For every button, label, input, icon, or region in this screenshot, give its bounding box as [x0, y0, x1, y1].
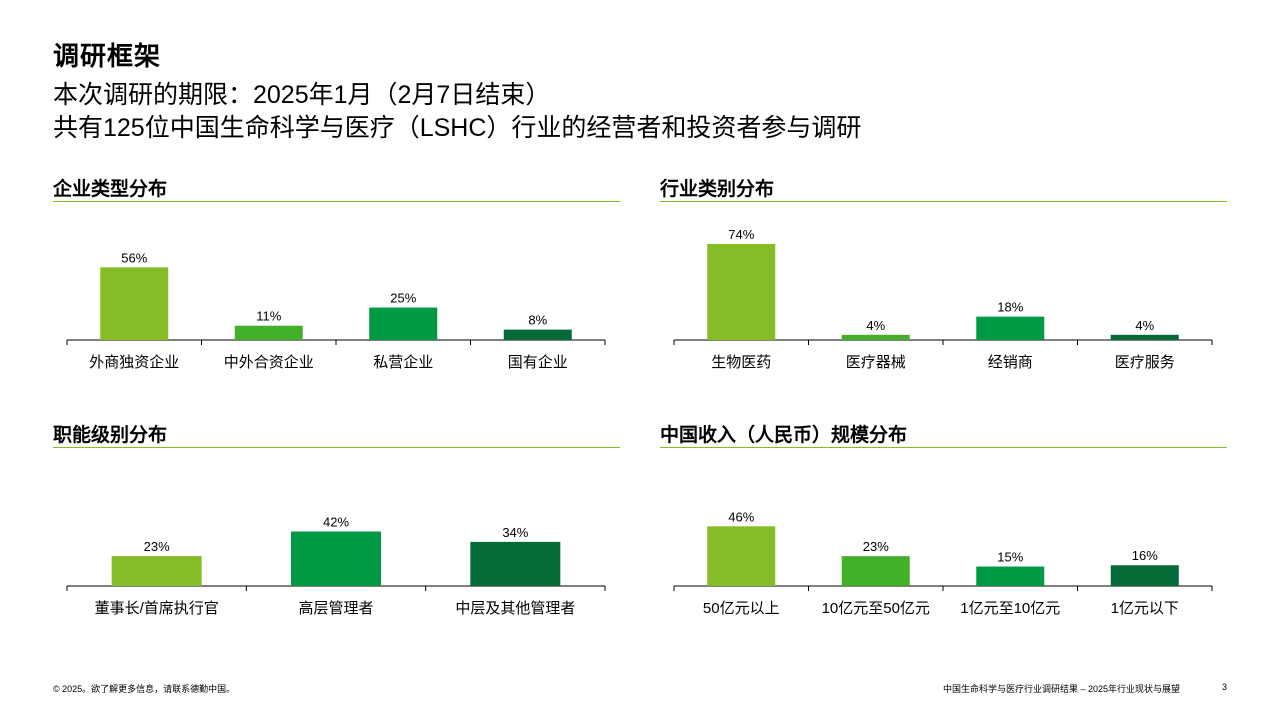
chart-panel-revenue: 中国收入（人民币）规模分布 46% 50亿元以上 23% 10亿元至50亿元 15% 1亿…: [660, 420, 1227, 630]
chart-title: 企业类型分布: [53, 179, 168, 200]
category-label-2: 中层及其他管理者: [455, 600, 575, 617]
data-label-0: 74%: [728, 227, 754, 242]
chart-title: 行业类别分布: [660, 179, 775, 200]
category-label-0: 生物医药: [711, 354, 771, 371]
page-title: 调研框架: [53, 41, 162, 71]
bar-2: [976, 566, 1045, 586]
bar-chart-function-level: 23% 董事长/首席执行官 42% 高层管理者 34% 中层及其他管理者: [66, 515, 606, 617]
bar-0: [100, 267, 169, 340]
bar-0: [707, 526, 776, 586]
data-label-2: 25%: [390, 291, 416, 306]
bar-3: [1110, 565, 1179, 586]
category-label-3: 医疗服务: [1115, 354, 1175, 371]
bar-chart-industry: 74% 生物医药 4% 医疗器械 18% 经销商 4% 医疗服务: [673, 227, 1213, 371]
category-label-0: 外商独资企业: [89, 353, 179, 371]
chart-title: 职能级别分布: [53, 425, 168, 446]
title-rule: [660, 201, 1227, 202]
bar-2: [369, 307, 438, 340]
bar-1: [841, 334, 910, 340]
bar-chart-revenue: 46% 50亿元以上 23% 10亿元至50亿元 15% 1亿元至10亿元 16% 1亿元以下: [673, 509, 1213, 617]
data-label-0: 46%: [728, 509, 754, 524]
data-label-2: 15%: [997, 550, 1023, 565]
category-label-0: 50亿元以上: [703, 600, 780, 617]
data-label-3: 16%: [1132, 548, 1158, 563]
bar-3: [1110, 334, 1179, 340]
chart-title: 中国收入（人民币）规模分布: [660, 425, 908, 446]
bar-2: [470, 541, 561, 586]
bar-1: [841, 556, 910, 586]
title-rule: [53, 201, 620, 202]
data-label-2: 18%: [997, 300, 1023, 315]
data-label-1: 23%: [863, 539, 889, 554]
data-label-1: 4%: [866, 318, 885, 333]
category-label-1: 10亿元至50亿元: [822, 600, 930, 617]
chart-panel-function-level: 职能级别分布 23% 董事长/首席执行官 42% 高层管理者 34% 中层及其他管理者: [53, 420, 620, 630]
category-label-3: 1亿元以下: [1111, 600, 1179, 617]
bar-2: [976, 316, 1045, 340]
bar-chart-company-type: 56% 外商独资企业 11% 中外合资企业 25% 私营企业 8% 国有企业: [66, 250, 606, 371]
bar-3: [503, 329, 572, 340]
category-label-2: 1亿元至10亿元: [960, 600, 1060, 617]
bar-1: [234, 325, 303, 340]
data-label-3: 8%: [528, 313, 547, 328]
chart-panel-industry: 行业类别分布 74% 生物医药 4% 医疗器械 18% 经销商 4% 医疗服务: [660, 174, 1227, 384]
data-label-0: 23%: [144, 539, 170, 554]
category-label-1: 高层管理者: [298, 600, 373, 617]
bar-0: [707, 244, 776, 340]
data-label-2: 34%: [502, 525, 528, 540]
title-rule: [53, 447, 620, 448]
data-label-1: 11%: [256, 309, 281, 324]
subtitle-survey-period: 本次调研的期限：2025年1月（2月7日结束）: [53, 81, 551, 109]
category-label-1: 中外合资企业: [224, 353, 314, 371]
bar-1: [291, 531, 381, 586]
category-label-3: 国有企业: [508, 353, 568, 371]
title-rule: [660, 447, 1227, 448]
category-label-0: 董事长/首席执行官: [95, 600, 219, 617]
data-label-0: 56%: [121, 250, 147, 265]
category-label-2: 经销商: [988, 354, 1033, 371]
footer-copyright: © 2025。欲了解更多信息，请联系德勤中国。: [53, 684, 236, 694]
category-label-2: 私营企业: [373, 353, 433, 371]
footer-report-title: 中国生命科学与医疗行业调研结果 – 2025年行业现状与展望: [942, 684, 1180, 694]
chart-panel-company-type: 企业类型分布 56% 外商独资企业 11% 中外合资企业 25% 私营企业 8% 国有企业: [53, 174, 620, 384]
bar-0: [111, 556, 202, 586]
data-label-3: 4%: [1135, 318, 1154, 333]
page-number: 3: [1222, 682, 1228, 692]
subtitle-participants: 共有125位中国生命科学与医疗（LSHC）行业的经营者和投资者参与调研: [53, 114, 862, 142]
data-label-1: 42%: [323, 515, 349, 530]
category-label-1: 医疗器械: [846, 354, 906, 371]
